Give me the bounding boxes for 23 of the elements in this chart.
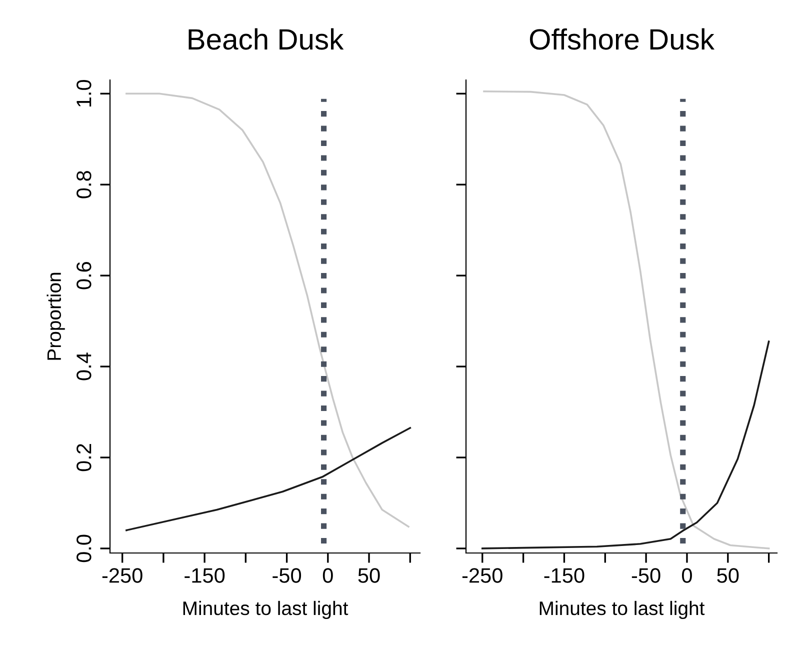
x-tick-label: -250	[462, 568, 502, 583]
x-tick-label: 50	[717, 568, 739, 583]
y-tick-label: 1.0	[76, 80, 92, 107]
x-tick-label: 0	[322, 568, 333, 583]
line-series	[126, 427, 412, 532]
y-tick-label: 0.8	[76, 171, 92, 198]
x-tick-label: -150	[544, 568, 584, 583]
line-series	[126, 92, 410, 528]
x-axis-title: Minutes to last light	[540, 600, 705, 620]
y-tick-label: 0.6	[76, 262, 92, 290]
y-tick-label: 0.4	[76, 352, 92, 380]
x-tick-label: -50	[272, 568, 302, 583]
chart-title: Beach Dusk	[188, 28, 344, 50]
x-tick-label: 0	[682, 568, 692, 583]
y-tick-label: 0.0	[76, 534, 92, 562]
x-tick-label: -250	[102, 568, 142, 583]
x-tick-label: -150	[184, 568, 225, 583]
x-tick-label: -50	[632, 568, 660, 583]
chart-title: Offshore Dusk	[530, 28, 714, 50]
x-axis-title: Minutes to last light	[183, 600, 348, 620]
x-tick-label: 50	[358, 568, 380, 583]
y-tick-label: 0.2	[76, 444, 92, 472]
y-axis-title: Proportion	[46, 272, 65, 360]
